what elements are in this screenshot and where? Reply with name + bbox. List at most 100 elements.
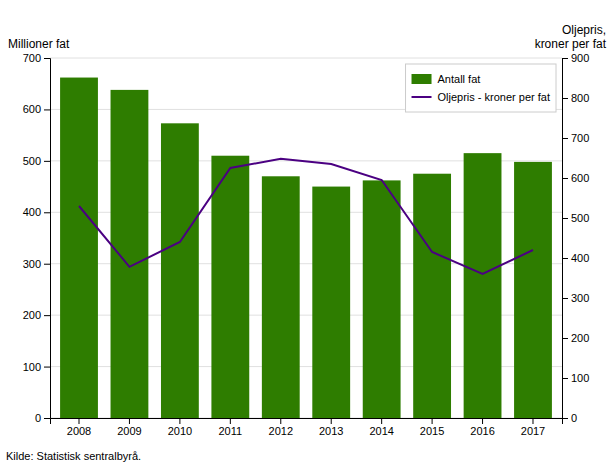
tick: 100 <box>23 361 50 373</box>
tick-mark <box>562 178 568 179</box>
tick-label: 300 <box>23 258 41 270</box>
y-axis: 0 100 200 300 400 500 600 700 <box>23 52 51 424</box>
bar <box>161 123 199 418</box>
tick-label: 2017 <box>521 425 545 437</box>
tick-mark <box>44 109 50 110</box>
tick-label: 2016 <box>470 425 494 437</box>
tick-mark <box>129 418 130 424</box>
tick-mark <box>44 367 50 368</box>
plot-area: 2008 2009 2010 2011 2012 2013 2014 2015 2016 2017… <box>23 52 590 437</box>
tick: 300 <box>562 292 589 304</box>
tick-mark <box>44 418 50 419</box>
tick-label: 0 <box>35 412 41 424</box>
tick-mark <box>432 418 433 424</box>
axis-line <box>51 419 563 425</box>
bar <box>464 153 502 418</box>
bar <box>60 78 98 418</box>
y2-axis-label: kroner per fat <box>535 37 607 51</box>
legend-swatch <box>412 74 432 84</box>
marks <box>60 78 552 418</box>
y2-axis-label: Oljepris, <box>562 23 606 37</box>
tick: 500 <box>23 155 50 167</box>
tick-mark <box>562 98 568 99</box>
tick-label: 400 <box>571 252 589 264</box>
tick-label: 2015 <box>420 425 444 437</box>
tick-label: 2009 <box>117 425 141 437</box>
tick-mark <box>280 418 281 424</box>
tick-mark <box>562 138 568 139</box>
tick: 600 <box>23 103 50 115</box>
bar <box>111 90 149 418</box>
tick-mark <box>179 418 180 424</box>
tick: 200 <box>562 332 589 344</box>
tick-mark <box>381 418 382 424</box>
tick-mark <box>331 418 332 424</box>
grid-line <box>50 58 562 59</box>
tick-label: 100 <box>23 361 41 373</box>
bar <box>312 187 350 418</box>
tick: 400 <box>23 206 50 218</box>
tick-label: 200 <box>23 309 41 321</box>
tick: 2008 <box>67 418 91 437</box>
tick-mark <box>44 161 50 162</box>
tick-label: 700 <box>571 132 589 144</box>
tick: 700 <box>562 132 589 144</box>
tick-label: 2010 <box>168 425 192 437</box>
tick-mark <box>562 218 568 219</box>
tick: 300 <box>23 258 50 270</box>
chart: 2008 2009 2010 2011 2012 2013 2014 2015 2016 2017… <box>0 0 612 466</box>
legend-box <box>406 64 556 112</box>
axis-line <box>563 59 569 419</box>
tick-mark <box>44 315 50 316</box>
tick: 0 <box>562 412 577 424</box>
tick-label: 500 <box>23 155 41 167</box>
tick: 2017 <box>521 418 545 437</box>
tick-label: 2013 <box>319 425 343 437</box>
tick: 400 <box>562 252 589 264</box>
tick-label: 400 <box>23 206 41 218</box>
tick-label: 800 <box>571 92 589 104</box>
tick-label: 900 <box>571 52 589 64</box>
tick-mark <box>532 418 533 424</box>
tick-label: 200 <box>571 332 589 344</box>
tick: 0 <box>35 412 50 424</box>
tick: 200 <box>23 309 50 321</box>
tick: 500 <box>562 212 589 224</box>
tick: 2014 <box>369 418 393 437</box>
tick-label: 100 <box>571 372 589 384</box>
bar <box>262 176 300 418</box>
tick: 100 <box>562 372 589 384</box>
tick-mark <box>44 212 50 213</box>
y2-axis: 0 100 200 300 400 500 600 700 800 900 <box>562 52 589 424</box>
tick-label: 700 <box>23 52 41 64</box>
tick-label: 2011 <box>219 425 243 437</box>
tick-label: 0 <box>571 412 577 424</box>
tick-mark <box>44 264 50 265</box>
tick: 2011 <box>219 418 243 437</box>
legend-swatch <box>412 96 432 98</box>
tick: 800 <box>562 92 589 104</box>
tick-mark <box>562 258 568 259</box>
source: Kilde: Statistisk sentralbyrå. <box>6 450 141 462</box>
legend-label: Antall fat <box>438 73 481 85</box>
tick-mark <box>562 418 568 419</box>
axis-line <box>44 59 51 419</box>
tick-label: 2008 <box>67 425 91 437</box>
tick: 900 <box>562 52 589 64</box>
tick: 600 <box>562 172 589 184</box>
tick-label: 2014 <box>369 425 393 437</box>
grid <box>50 58 562 418</box>
tick-mark <box>44 58 50 59</box>
tick-label: 600 <box>23 103 41 115</box>
tick-mark <box>562 378 568 379</box>
tick: 2009 <box>117 418 141 437</box>
y-axis-label: Millioner fat <box>8 37 70 51</box>
tick-label: 600 <box>571 172 589 184</box>
tick: 2015 <box>420 418 444 437</box>
tick-label: 500 <box>571 212 589 224</box>
tick-mark <box>562 338 568 339</box>
tick-mark <box>562 298 568 299</box>
legend: Antall fatOljepris - kroner per fat <box>406 64 556 112</box>
tick: 2012 <box>269 418 293 437</box>
bar <box>363 180 401 418</box>
